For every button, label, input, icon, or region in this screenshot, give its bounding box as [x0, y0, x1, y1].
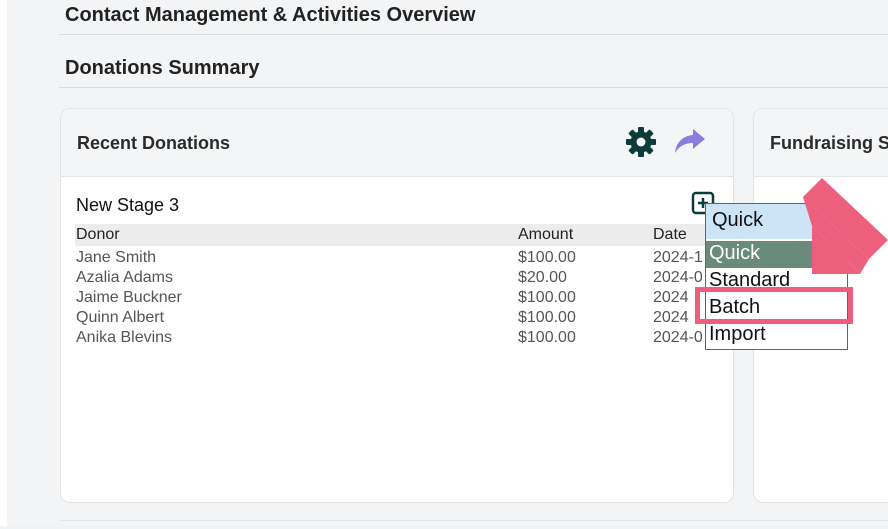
amount-cell: $100.00: [518, 289, 576, 306]
donations-table-body: Jane Smith $100.00 2024-1 Azalia Adams $…: [75, 249, 715, 349]
option-label: Import: [709, 323, 766, 345]
card-header: Recent Donations: [61, 109, 733, 177]
dropdown-option-batch[interactable]: Batch: [706, 295, 847, 322]
date-cell: 2024: [653, 289, 689, 306]
table-row[interactable]: Jaime Buckner $100.00 2024: [75, 289, 715, 309]
column-header-date: Date: [653, 226, 687, 243]
stage-title: New Stage 3: [76, 195, 180, 215]
column-header-amount: Amount: [518, 226, 574, 243]
divider: [59, 87, 888, 88]
option-label: Standard: [709, 269, 791, 291]
amount-cell: $20.00: [518, 269, 567, 286]
pointer-arrow-icon: [803, 178, 888, 274]
card-title: Fundraising So: [770, 133, 888, 153]
table-row[interactable]: Jane Smith $100.00 2024-1: [75, 249, 715, 269]
donor-cell: Azalia Adams: [76, 269, 173, 286]
page-title: Contact Management & Activities Overview: [65, 4, 476, 26]
section-title: Donations Summary: [65, 57, 260, 79]
donor-cell: Jane Smith: [76, 249, 157, 266]
option-label: Batch: [709, 296, 761, 318]
dropdown-option-import[interactable]: Import: [706, 322, 847, 349]
gear-icon[interactable]: [625, 126, 657, 158]
amount-cell: $100.00: [518, 309, 576, 326]
share-icon[interactable]: [673, 126, 707, 156]
date-cell: 2024-0: [653, 329, 703, 346]
batch-option-highlight-box: [695, 287, 853, 324]
divider: [59, 34, 888, 35]
left-edge-strip: [0, 0, 7, 526]
date-cell: 2024-0: [653, 269, 703, 286]
card-title: Recent Donations: [77, 133, 231, 153]
column-header-donor: Donor: [76, 226, 120, 243]
donor-cell: Quinn Albert: [76, 309, 165, 326]
option-label: Quick: [709, 242, 761, 264]
next-card-edge: [60, 520, 888, 529]
dropdown-selected-label: Quick: [712, 209, 764, 231]
table-row[interactable]: Azalia Adams $20.00 2024-0: [75, 269, 715, 289]
table-row[interactable]: Anika Blevins $100.00 2024-0: [75, 329, 715, 349]
amount-cell: $100.00: [518, 329, 576, 346]
date-cell: 2024-1: [653, 249, 703, 266]
amount-cell: $100.00: [518, 249, 576, 266]
table-header: Donor Amount Date: [75, 224, 715, 246]
date-cell: 2024: [653, 309, 689, 326]
card-header: Fundraising So: [754, 109, 888, 177]
recent-donations-card: Recent Donations New Stage 3 Donor Am: [60, 108, 734, 503]
donor-cell: Anika Blevins: [76, 329, 173, 346]
donor-cell: Jaime Buckner: [76, 289, 182, 306]
table-row[interactable]: Quinn Albert $100.00 2024: [75, 309, 715, 329]
dropdown-option-standard[interactable]: Standard: [706, 268, 847, 295]
